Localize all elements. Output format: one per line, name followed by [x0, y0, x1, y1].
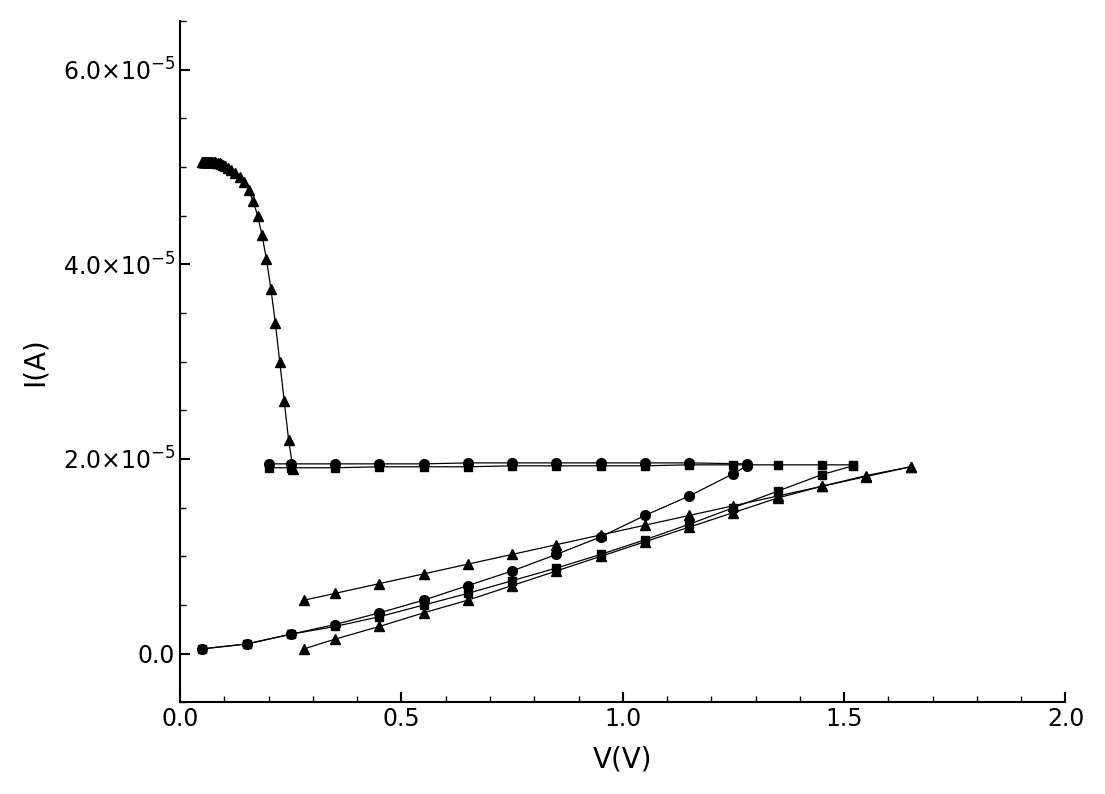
Y-axis label: I(A): I(A)	[21, 337, 49, 386]
X-axis label: V(V): V(V)	[593, 745, 653, 773]
